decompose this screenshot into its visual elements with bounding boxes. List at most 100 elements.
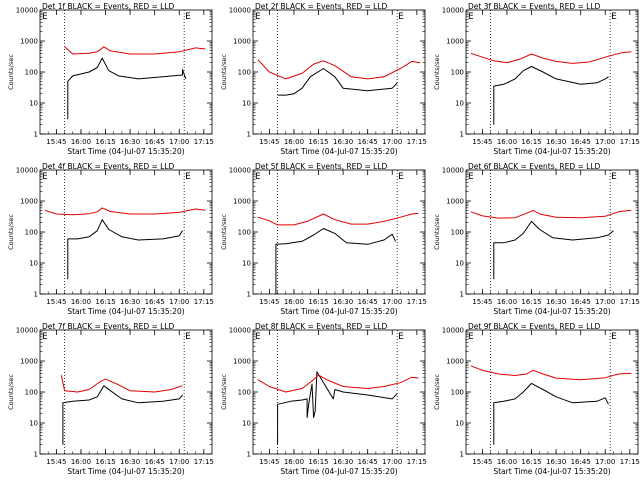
plot-frame (39, 9, 213, 135)
x-tick-label: 16:45 (571, 298, 591, 306)
x-tick-label: 15:45 (259, 458, 279, 466)
y-tick-label: 1 (247, 131, 251, 139)
marker-label-right: E (398, 12, 404, 22)
y-tick-label: 10000 (229, 167, 251, 175)
y-tick-label: 10000 (16, 7, 38, 15)
y-tick-label: 1 (34, 291, 38, 299)
marker-label-right: E (185, 172, 191, 182)
marker-label-left: E (42, 332, 48, 342)
y-tick-label: 10 (29, 100, 38, 108)
marker-label-left: E (468, 12, 474, 22)
marker-label-left: E (42, 172, 48, 182)
plot-frame (39, 329, 213, 455)
panel-det-7: Det 7f BLACK = Events, RED = LLD 1 10 100 10… (7, 322, 214, 476)
x-tick-label: 17:00 (382, 138, 402, 146)
x-tick-label: 17:15 (194, 298, 214, 306)
series-line-lld (257, 59, 421, 80)
marker-label-left: E (468, 332, 474, 342)
panel-title: Det 4f BLACK = Events, RED = LLD (42, 162, 175, 171)
y-tick-label: 1000 (20, 358, 38, 366)
panel-det-3: Det 3f BLACK = Events, RED = LLD 1 10 100 10… (433, 2, 640, 156)
panel-det-8: Det 8f BLACK = Events, RED = LLD 1 10 100 10… (220, 322, 427, 476)
panel-det-5: Det 5f BLACK = Events, RED = LLD 1 10 100 10… (220, 162, 427, 316)
series-line-lld (60, 374, 183, 393)
x-tick-label: 17:15 (407, 298, 427, 306)
series-line-events (277, 68, 398, 96)
y-tick-label: 100 (451, 229, 464, 237)
y-tick-label: 10 (455, 100, 464, 108)
panel-det-1: Det 1f BLACK = Events, RED = LLD 1 10 100 10… (7, 2, 214, 156)
x-tick-label: 16:00 (284, 138, 304, 146)
x-tick-label: 16:00 (71, 298, 91, 306)
y-tick-label: 1 (247, 451, 251, 459)
y-tick-label: 100 (238, 69, 251, 77)
x-tick-label: 16:45 (145, 458, 165, 466)
y-tick-label: 1000 (446, 358, 464, 366)
x-tick-label: 15:45 (46, 298, 66, 306)
x-tick-label: 16:45 (145, 298, 165, 306)
series-line-events (493, 382, 609, 445)
x-tick-label: 16:00 (71, 138, 91, 146)
y-tick-label: 10 (29, 260, 38, 268)
series-line-events (277, 371, 398, 445)
y-tick-label: 1 (460, 451, 464, 459)
panel-det-9: Det 9f BLACK = Events, RED = LLD 1 10 100 10… (433, 322, 640, 476)
y-tick-label: 10000 (442, 7, 464, 15)
x-tick-label: 15:45 (259, 298, 279, 306)
x-tick-label: 17:15 (407, 458, 427, 466)
x-tick-label: 17:00 (169, 298, 189, 306)
series-line-events (62, 385, 183, 445)
x-tick-label: 17:00 (595, 138, 615, 146)
series-line-lld (64, 46, 206, 55)
plot-frame (252, 169, 426, 295)
y-tick-label: 10 (242, 100, 251, 108)
x-tick-label: 16:00 (497, 458, 517, 466)
y-tick-label: 1 (34, 131, 38, 139)
panel-title: Det 7f BLACK = Events, RED = LLD (42, 322, 175, 331)
y-tick-label: 10 (455, 420, 464, 428)
x-tick-label: 17:00 (382, 458, 402, 466)
marker-label-left: E (255, 172, 261, 182)
x-tick-label: 17:15 (620, 458, 640, 466)
y-tick-label: 100 (25, 69, 38, 77)
series-line-lld (470, 209, 632, 219)
y-axis-label: Counts/sec (7, 54, 15, 90)
x-tick-label: 16:30 (333, 298, 353, 306)
marker-label-right: E (398, 332, 404, 342)
y-tick-label: 10000 (442, 167, 464, 175)
panel-det-6: Det 6f BLACK = Events, RED = LLD 1 10 100 10… (433, 162, 640, 316)
marker-label-right: E (185, 332, 191, 342)
x-axis-label: Start Time (04-Jul-07 15:35:20) (67, 467, 184, 476)
y-tick-label: 1000 (20, 38, 38, 46)
y-tick-label: 1000 (446, 198, 464, 206)
series-line-lld (44, 207, 206, 216)
x-axis-label: Start Time (04-Jul-07 15:35:20) (493, 147, 610, 156)
panel-title: Det 9f BLACK = Events, RED = LLD (468, 322, 601, 331)
x-tick-label: 16:30 (546, 298, 566, 306)
y-tick-label: 1 (460, 291, 464, 299)
y-tick-label: 10000 (442, 327, 464, 335)
x-tick-label: 15:45 (46, 138, 66, 146)
panel-title: Det 3f BLACK = Events, RED = LLD (468, 2, 601, 11)
y-tick-label: 1 (247, 291, 251, 299)
x-tick-label: 17:00 (169, 138, 189, 146)
series-line-lld (470, 365, 632, 381)
x-axis-label: Start Time (04-Jul-07 15:35:20) (67, 147, 184, 156)
x-tick-label: 16:15 (521, 458, 541, 466)
x-tick-label: 17:15 (407, 138, 427, 146)
x-tick-label: 16:30 (546, 458, 566, 466)
y-tick-label: 1 (460, 131, 464, 139)
x-tick-label: 15:45 (472, 458, 492, 466)
plot-frame (252, 9, 426, 135)
y-tick-label: 1000 (233, 38, 251, 46)
y-axis-label: Counts/sec (433, 374, 441, 410)
x-tick-label: 15:45 (472, 298, 492, 306)
y-tick-label: 10 (242, 420, 251, 428)
x-tick-label: 17:00 (169, 458, 189, 466)
series-line-events (67, 219, 183, 280)
marker-label-left: E (255, 332, 261, 342)
y-tick-label: 10 (242, 260, 251, 268)
marker-label-left: E (468, 172, 474, 182)
plot-frame (39, 169, 213, 295)
x-tick-label: 16:45 (145, 138, 165, 146)
